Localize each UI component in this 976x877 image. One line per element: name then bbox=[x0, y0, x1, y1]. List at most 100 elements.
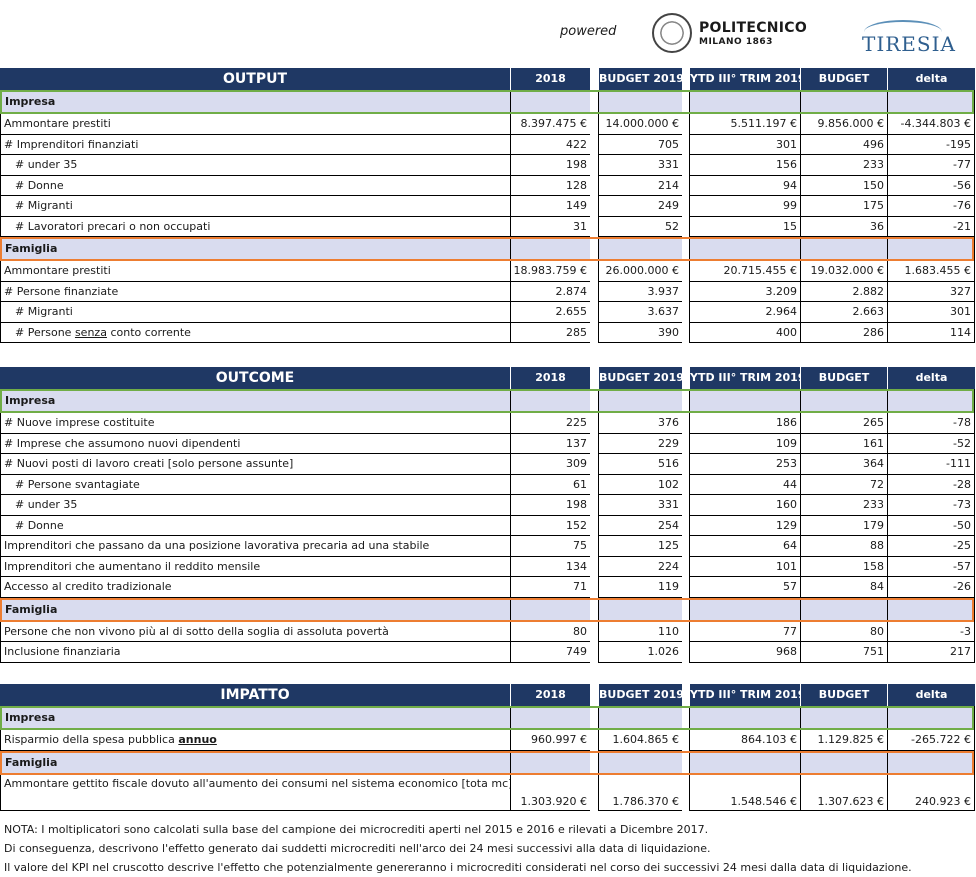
value-cell: 179 bbox=[800, 515, 887, 536]
value-cell: 186 bbox=[689, 413, 800, 434]
value-cell: 84 bbox=[800, 577, 887, 598]
table-row: # Donne 128 214 94 150 -56 bbox=[0, 175, 976, 196]
value-cell: 1.026 bbox=[598, 642, 682, 663]
group-empty-cell bbox=[510, 389, 590, 413]
table-row: Ammontare gettito fiscale dovuto all'aum… bbox=[0, 774, 976, 811]
value-cell: 968 bbox=[689, 642, 800, 663]
value-cell: 8.397.475 € bbox=[510, 114, 590, 135]
column-header: BUDGET bbox=[800, 367, 887, 389]
impatto-impresa-group-row: Impresa bbox=[0, 706, 976, 730]
value-cell: 99 bbox=[689, 196, 800, 217]
outcome-impresa-group-row: Impresa bbox=[0, 389, 976, 413]
row-label: Imprenditori che aumentano il reddito me… bbox=[0, 556, 510, 577]
value-cell: 1.307.623 € bbox=[800, 774, 887, 811]
table-row: # Imprese che assumono nuovi dipendenti 1… bbox=[0, 433, 976, 454]
group-empty-cell bbox=[598, 389, 682, 413]
table-row: Persone che non vivono più al di sotto d… bbox=[0, 621, 976, 642]
column-header: delta bbox=[887, 367, 975, 389]
group-empty-cell bbox=[800, 237, 887, 261]
impatto-title: IMPATTO bbox=[0, 684, 510, 706]
politecnico-subtitle: MILANO 1863 bbox=[699, 37, 773, 47]
row-label: # under 35 bbox=[0, 495, 510, 516]
value-cell: -21 bbox=[887, 216, 975, 237]
value-cell: 864.103 € bbox=[689, 730, 800, 751]
value-cell: 390 bbox=[598, 322, 682, 343]
value-cell: 149 bbox=[510, 196, 590, 217]
table-row: Inclusione finanziaria 749 1.026 968 751 217 bbox=[0, 642, 976, 663]
output-impresa-label: Impresa bbox=[0, 90, 510, 114]
group-empty-cell bbox=[689, 389, 800, 413]
column-header: YTD III° TRIM 2019 bbox=[689, 68, 800, 90]
value-cell: 285 bbox=[510, 322, 590, 343]
outcome-famiglia-group-row: Famiglia bbox=[0, 597, 976, 622]
column-header: BUDGET 2019 bbox=[598, 68, 682, 90]
row-label: # Lavoratori precari o non occupati bbox=[0, 216, 510, 237]
value-cell: 2.882 bbox=[800, 281, 887, 302]
table-row: Imprenditori che aumentano il reddito me… bbox=[0, 556, 976, 577]
value-cell: 749 bbox=[510, 642, 590, 663]
value-cell: 3.209 bbox=[689, 281, 800, 302]
column-header: BUDGET bbox=[800, 68, 887, 90]
value-cell: 94 bbox=[689, 175, 800, 196]
value-cell: 61 bbox=[510, 474, 590, 495]
value-cell: 9.856.000 € bbox=[800, 114, 887, 135]
group-empty-cell bbox=[689, 597, 800, 622]
value-cell: 161 bbox=[800, 433, 887, 454]
row-label: # Nuovi posti di lavoro creati [solo per… bbox=[0, 454, 510, 475]
output-header-row: OUTPUT 2018 BUDGET 2019 YTD III° TRIM 2019 B… bbox=[0, 68, 976, 90]
group-empty-cell bbox=[510, 237, 590, 261]
group-empty-cell bbox=[689, 706, 800, 730]
value-cell: -111 bbox=[887, 454, 975, 475]
group-empty-cell bbox=[598, 237, 682, 261]
tiresia-logo: TIRESIA bbox=[862, 20, 958, 56]
value-cell: 19.032.000 € bbox=[800, 261, 887, 282]
value-cell: 327 bbox=[887, 281, 975, 302]
value-cell: 254 bbox=[598, 515, 682, 536]
value-cell: -28 bbox=[887, 474, 975, 495]
value-cell: 114 bbox=[887, 322, 975, 343]
value-cell: -73 bbox=[887, 495, 975, 516]
value-cell: 400 bbox=[689, 322, 800, 343]
tiresia-arc-icon bbox=[864, 20, 942, 44]
value-cell: 253 bbox=[689, 454, 800, 475]
value-cell: 175 bbox=[800, 196, 887, 217]
value-cell: 110 bbox=[598, 621, 682, 642]
group-empty-cell bbox=[510, 750, 590, 775]
value-cell: 2.874 bbox=[510, 281, 590, 302]
value-cell: 101 bbox=[689, 556, 800, 577]
value-cell: -25 bbox=[887, 536, 975, 557]
column-header: YTD III° TRIM 2019 bbox=[689, 684, 800, 706]
row-label: Imprenditori che passano da una posizion… bbox=[0, 536, 510, 557]
table-row: # Lavoratori precari o non occupati 31 52 1… bbox=[0, 216, 976, 237]
value-cell: 422 bbox=[510, 134, 590, 155]
value-cell: 80 bbox=[800, 621, 887, 642]
value-cell: 134 bbox=[510, 556, 590, 577]
table-row: # Migranti 149 249 99 175 -76 bbox=[0, 196, 976, 217]
table-row: # Nuovi posti di lavoro creati [solo per… bbox=[0, 454, 976, 475]
label-underlined: senza bbox=[74, 325, 107, 339]
value-cell: 128 bbox=[510, 175, 590, 196]
value-cell: 2.964 bbox=[689, 302, 800, 323]
group-empty-cell bbox=[887, 706, 975, 730]
value-cell: 309 bbox=[510, 454, 590, 475]
value-cell: -4.344.803 € bbox=[887, 114, 975, 135]
value-cell: 301 bbox=[689, 134, 800, 155]
value-cell: 71 bbox=[510, 577, 590, 598]
value-cell: -3 bbox=[887, 621, 975, 642]
impatto-famiglia-label: Famiglia bbox=[0, 750, 510, 775]
group-empty-cell bbox=[510, 706, 590, 730]
table-row: Accesso al credito tradizionale 71 119 57 84… bbox=[0, 577, 976, 598]
value-cell: -77 bbox=[887, 155, 975, 176]
value-cell: -50 bbox=[887, 515, 975, 536]
row-label: # Donne bbox=[0, 175, 510, 196]
group-empty-cell bbox=[800, 90, 887, 114]
output-famiglia-label: Famiglia bbox=[0, 237, 510, 261]
row-label: Persone che non vivono più al di sotto d… bbox=[0, 621, 510, 642]
group-empty-cell bbox=[800, 750, 887, 775]
table-row: # Migranti 2.655 3.637 2.964 2.663 301 bbox=[0, 302, 976, 323]
group-empty-cell bbox=[510, 597, 590, 622]
value-cell: -26 bbox=[887, 577, 975, 598]
impatto-header-row: IMPATTO 2018 BUDGET 2019 YTD III° TRIM 2019… bbox=[0, 684, 976, 706]
value-cell: 225 bbox=[510, 413, 590, 434]
value-cell: 240.923 € bbox=[887, 774, 975, 811]
